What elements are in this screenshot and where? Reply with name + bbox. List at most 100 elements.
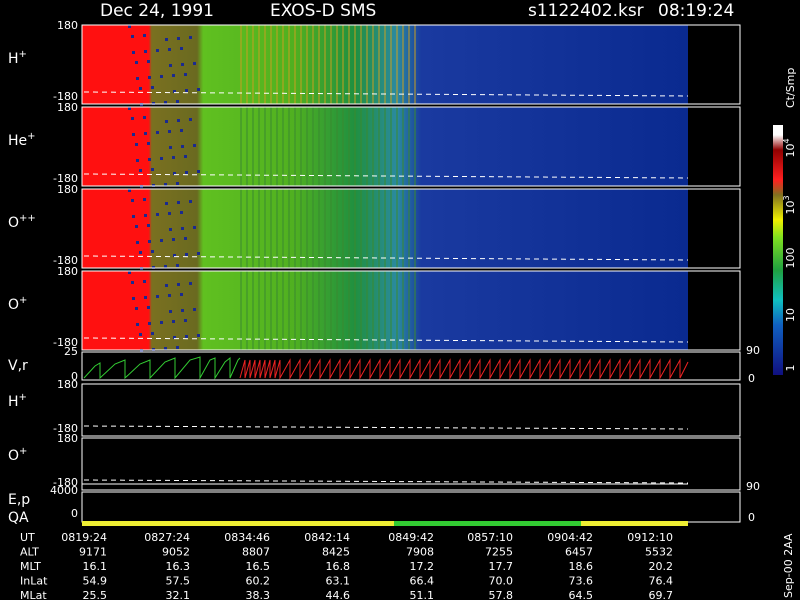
exponent: 4 (782, 138, 791, 143)
pixel (160, 321, 163, 324)
spectrogram-stripe (252, 25, 254, 104)
pixel (135, 61, 138, 64)
tick-label: 0 (71, 507, 78, 520)
spectrogram-stripe (324, 189, 326, 268)
colorbar-label: 103 (782, 195, 797, 214)
row-label: MLat (20, 589, 47, 600)
spectrogram-stripe (306, 25, 308, 104)
spectrogram-stripe (336, 271, 338, 350)
spectrogram-stripe (396, 25, 398, 104)
spectrogram-stripe (258, 189, 260, 268)
pixel (132, 297, 135, 300)
mission: EXOS-D SMS (270, 1, 376, 21)
tick-label: -180 (53, 476, 78, 489)
spectrogram-stripe (264, 25, 266, 104)
pixel (136, 77, 139, 80)
pixel (147, 224, 150, 227)
spectrogram-stripe (414, 25, 416, 104)
spectrogram-stripe (264, 107, 266, 186)
spectrogram-stripe (264, 271, 266, 350)
spectrogram-stripe (300, 25, 302, 104)
pixel (185, 253, 188, 256)
pixel (132, 133, 135, 136)
pixel (181, 227, 184, 230)
pixel (136, 159, 139, 162)
spectrogram-stripe (372, 189, 374, 268)
cell: 7255 (485, 546, 513, 559)
cell: 20.2 (649, 560, 674, 573)
cell: 76.4 (649, 575, 674, 588)
spectrogram-stripe (372, 107, 374, 186)
tick-label: -180 (53, 336, 78, 349)
spectrogram-stripe (366, 25, 368, 104)
pixel (184, 73, 187, 76)
colorbar-units: Ct/Smp (784, 68, 797, 108)
spectrogram-stripe (318, 189, 320, 268)
panel-label: H+ (8, 49, 27, 67)
pixel (143, 280, 146, 283)
cell: 25.5 (83, 589, 108, 600)
pixel (139, 333, 142, 336)
pixel (168, 212, 171, 215)
cell: 70.0 (489, 575, 514, 588)
pixel (160, 157, 163, 160)
charge: ++ (19, 213, 36, 224)
spectrogram-stripe (276, 107, 278, 186)
spectrogram-stripe (372, 271, 374, 350)
spectrogram-stripe (306, 107, 308, 186)
tick-label: -180 (53, 254, 78, 267)
charge: + (19, 295, 27, 306)
pixel (132, 51, 135, 54)
spectrogram-stripe (336, 25, 338, 104)
spectrogram-stripe (288, 25, 290, 104)
spectrogram-stripe (324, 271, 326, 350)
pixel (189, 36, 192, 39)
spectrogram-stripe (252, 189, 254, 268)
cell: 66.4 (410, 575, 435, 588)
pixel (156, 295, 159, 298)
pixel (132, 215, 135, 218)
spectrogram-stripe (330, 189, 332, 268)
spectrogram-stripe (384, 107, 386, 186)
cell: 0857:10 (467, 531, 513, 544)
exponent: 3 (782, 195, 791, 200)
cell: 16.3 (166, 560, 191, 573)
spectrogram-stripe (318, 25, 320, 104)
date: Dec 24, 1991 (100, 1, 214, 21)
spectrogram-stripe (330, 25, 332, 104)
pixel (151, 168, 154, 171)
spectrogram-stripe (258, 107, 260, 186)
spectrogram-stripe (408, 25, 410, 104)
cell: 63.1 (326, 575, 351, 588)
spectrogram-stripe (414, 271, 416, 350)
time: 08:19:24 (658, 1, 734, 21)
pixel (131, 281, 134, 284)
tick-label: 180 (57, 101, 78, 114)
spectrogram-stripe (402, 107, 404, 186)
pixel (177, 119, 180, 122)
pixel (173, 254, 176, 257)
spectrogram-stripe (360, 271, 362, 350)
frame (81, 351, 741, 381)
pixel (160, 239, 163, 242)
spectrogram-stripe (360, 25, 362, 104)
charge: + (27, 131, 35, 142)
tick-label: 180 (57, 378, 78, 391)
pixel (128, 271, 131, 274)
pixel (131, 117, 134, 120)
cell: 7908 (406, 546, 434, 559)
cell: 0904:42 (547, 531, 593, 544)
pixel (185, 335, 188, 338)
colorbar (773, 125, 783, 375)
spectrogram-stripe (330, 107, 332, 186)
spectrogram-stripe (366, 271, 368, 350)
spectrogram-stripe (348, 107, 350, 186)
pixel (165, 120, 168, 123)
colorbar-label: 104 (782, 138, 797, 157)
base: 10 (784, 144, 797, 158)
pixel (169, 310, 172, 313)
pixel (181, 309, 184, 312)
spectrogram-stripe (324, 107, 326, 186)
footer-note: Sep-00 2AA (782, 533, 795, 598)
